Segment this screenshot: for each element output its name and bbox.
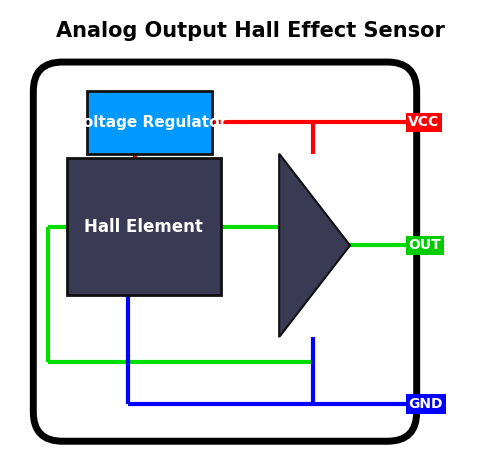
FancyBboxPatch shape [88,91,212,154]
Text: Voltage Regulator: Voltage Regulator [72,115,228,130]
FancyBboxPatch shape [66,158,221,295]
FancyBboxPatch shape [34,62,416,441]
Text: GND: GND [408,397,443,411]
Text: Analog Output Hall Effect Sensor: Analog Output Hall Effect Sensor [56,21,444,41]
Text: Hall Element: Hall Element [84,218,203,236]
Polygon shape [279,154,350,337]
Text: VCC: VCC [408,115,440,130]
Text: OUT: OUT [408,238,441,252]
